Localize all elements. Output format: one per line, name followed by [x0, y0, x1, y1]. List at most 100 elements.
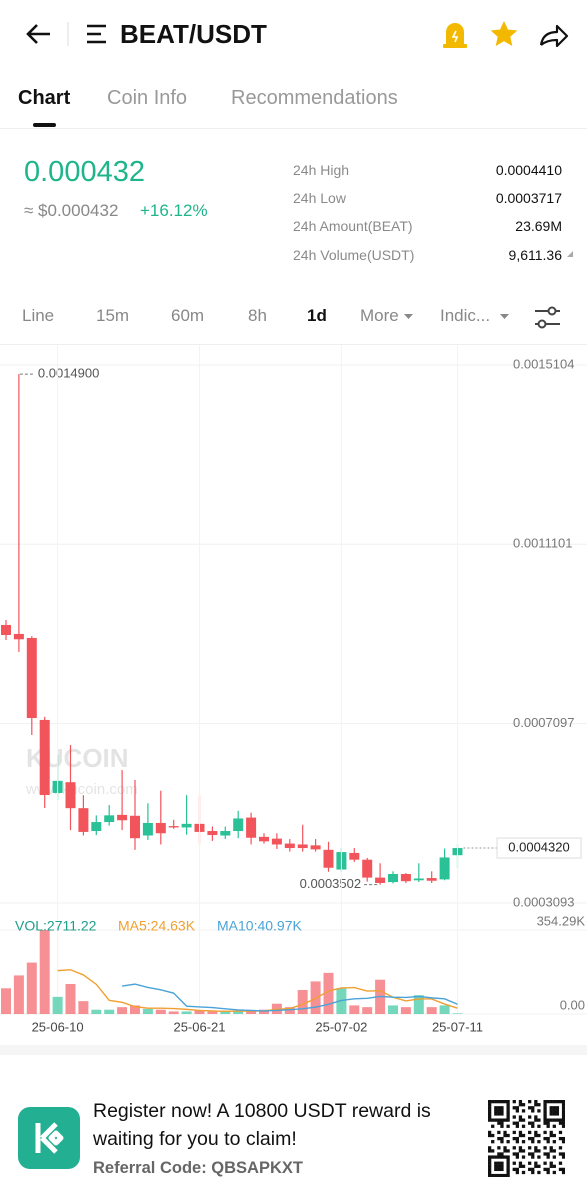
tab[interactable]: Coin Info: [107, 87, 188, 109]
qr-module: [543, 1161, 547, 1165]
qr-module: [546, 1140, 550, 1144]
qr-module: [558, 1146, 563, 1150]
qr-module: [537, 1103, 541, 1107]
qr-module: [500, 1112, 504, 1116]
qr-module: [512, 1121, 516, 1125]
qr-module: [561, 1124, 565, 1128]
candle-body: [181, 823, 192, 828]
qr-module: [497, 1146, 501, 1150]
qr-module: [561, 1155, 565, 1159]
qr-module: [506, 1161, 510, 1165]
candle-body: [155, 822, 166, 834]
volume-bar: [155, 1009, 166, 1014]
qr-module: [488, 1118, 492, 1122]
qr-module: [512, 1146, 516, 1150]
qr-module: [503, 1149, 507, 1153]
qr-module: [500, 1118, 504, 1122]
qr-module: [561, 1136, 565, 1141]
qr-module: [518, 1146, 523, 1150]
favorite-star[interactable]: [490, 21, 518, 46]
qr-module: [561, 1115, 565, 1119]
indicators[interactable]: Indic...: [440, 306, 491, 325]
qr-module: [555, 1109, 560, 1113]
y-tick-label: 0.0011101: [513, 536, 573, 551]
qr-module: [549, 1106, 553, 1110]
volume-bar: [349, 1005, 360, 1014]
qr-module: [537, 1170, 541, 1175]
qr-module: [534, 1115, 538, 1119]
qr-module: [521, 1133, 526, 1138]
qr-module: [497, 1136, 501, 1141]
qr-module: [546, 1155, 550, 1159]
qr-module: [488, 1173, 492, 1177]
qr-module: [552, 1109, 556, 1113]
volume-bar: [388, 1005, 398, 1014]
volume-bar: [426, 1007, 437, 1014]
y-tick-label: 0.0003093: [513, 894, 574, 909]
volume-bar: [233, 1010, 244, 1014]
qr-module: [488, 1106, 492, 1110]
qr-module: [528, 1130, 532, 1135]
qr-module: [558, 1136, 563, 1141]
qr-module: [506, 1133, 510, 1138]
interval[interactable]: Line: [22, 306, 55, 325]
qr-module: [534, 1118, 538, 1122]
qr-module: [488, 1115, 492, 1119]
qr-module: [561, 1100, 565, 1104]
qr-module: [531, 1155, 535, 1159]
volume-bar: [284, 1007, 295, 1014]
interval[interactable]: 15m: [96, 306, 130, 325]
fiat-price: ≈ $0.000432: [24, 201, 119, 220]
high-label: 0.0014900: [38, 366, 99, 381]
candle-body: [78, 808, 89, 832]
referral-code: Referral Code: QBSAPKXT: [93, 1159, 303, 1177]
qr-module: [546, 1118, 550, 1122]
candle-body: [271, 838, 282, 845]
qr-code[interactable]: [488, 1100, 565, 1177]
qr-module: [552, 1140, 556, 1144]
qr-module: [488, 1155, 492, 1159]
qr-module: [512, 1167, 516, 1172]
alert-icon[interactable]: [443, 23, 467, 48]
qr-module: [497, 1155, 501, 1159]
tab[interactable]: Chart: [18, 87, 71, 109]
candle-body: [297, 844, 308, 849]
volume-bar: [65, 984, 76, 1014]
volume-bar: [142, 1008, 153, 1014]
interval-more[interactable]: More: [360, 306, 399, 325]
banner-headline[interactable]: Register now! A 10800 USDT reward is wai…: [93, 1100, 431, 1150]
qr-module: [528, 1115, 532, 1119]
volume-bar: [194, 1010, 205, 1014]
qr-module: [497, 1173, 501, 1177]
interval[interactable]: 60m: [171, 306, 205, 325]
qr-module: [491, 1118, 495, 1122]
y-tick-label: 0.0007097: [513, 715, 574, 730]
x-tick-label: 25-07-11: [432, 1019, 483, 1034]
menu-icon[interactable]: [87, 24, 106, 44]
qr-module: [503, 1133, 507, 1138]
qr-module: [549, 1133, 553, 1138]
qr-module: [488, 1158, 492, 1162]
tab[interactable]: Recommendations: [231, 87, 398, 109]
qr-module: [552, 1118, 556, 1122]
settings-icon[interactable]: [535, 306, 560, 329]
qr-module: [518, 1130, 523, 1135]
interval-active[interactable]: 1d: [307, 306, 327, 325]
interval[interactable]: 8h: [248, 306, 267, 325]
qr-module: [515, 1124, 519, 1128]
qr-module: [500, 1155, 504, 1159]
qr-module: [491, 1100, 495, 1104]
back-arrow[interactable]: [26, 24, 50, 44]
qr-module: [552, 1112, 556, 1116]
qr-module: [515, 1140, 519, 1144]
qr-module: [515, 1136, 519, 1141]
qr-module: [497, 1106, 501, 1110]
y-tick-label: 0.0015104: [513, 356, 574, 371]
qr-module: [506, 1109, 510, 1113]
volume-bar: [104, 1009, 115, 1014]
share-icon[interactable]: [539, 24, 569, 48]
qr-module: [537, 1155, 541, 1159]
qr-module: [534, 1164, 538, 1168]
candle-body: [284, 843, 295, 849]
candle-body: [91, 822, 102, 832]
